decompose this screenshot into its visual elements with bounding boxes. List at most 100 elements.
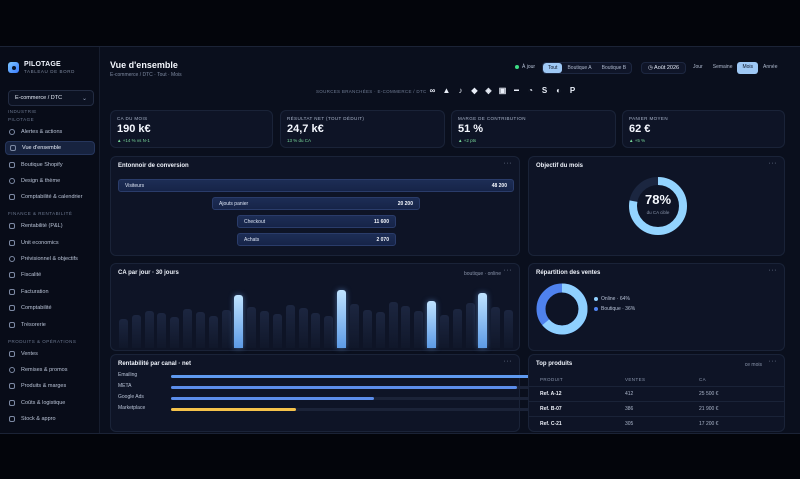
bar[interactable]	[157, 313, 166, 348]
bar[interactable]	[209, 316, 218, 348]
bar[interactable]	[401, 306, 410, 348]
table-cell[interactable]: Ref. A-12	[540, 391, 562, 397]
bar[interactable]	[350, 304, 359, 348]
table-cell: 386	[625, 406, 634, 412]
sidebar-item-tresorerie[interactable]: Trésorerie	[5, 318, 95, 332]
tag-icon	[9, 367, 15, 373]
sidebar-item-rentabilite[interactable]: Rentabilité (P&L)	[5, 219, 95, 233]
funnel-step[interactable]: Achats 2 070	[237, 233, 396, 246]
alma-icon[interactable]: S	[541, 86, 548, 95]
bar[interactable]	[196, 312, 205, 348]
more-icon[interactable]: ···	[503, 358, 512, 365]
sidebar-item-design[interactable]: Design & thème	[5, 174, 95, 188]
sidebar-item-comparatif[interactable]: Comptabilité & calendrier	[5, 190, 95, 204]
bar[interactable]	[478, 293, 487, 348]
sidebar-item-label: Remises & promos	[21, 367, 68, 373]
scope-tabs: Tout Boutique A Boutique B	[542, 62, 633, 74]
sidebar-item-alertes[interactable]: Alertes & actions	[5, 125, 95, 139]
goal-card: Objectif du mois ··· 78% du CA cible	[528, 156, 785, 256]
kpi-card-panier[interactable]: PANIER MOYEN 62 € ▲ +5 %	[622, 110, 785, 148]
sidebar-item-boutique-shopify[interactable]: Boutique Shopify	[5, 158, 95, 172]
more-icon[interactable]: ···	[768, 267, 777, 274]
tab-scope-boutique-a[interactable]: Boutique A	[567, 65, 592, 71]
bar[interactable]	[132, 315, 141, 348]
bar[interactable]	[376, 312, 385, 348]
funnel-step[interactable]: Checkout 11 600	[237, 215, 396, 228]
bar[interactable]	[337, 290, 346, 348]
gorgias-icon[interactable]: ▬	[514, 87, 519, 93]
more-icon[interactable]: ···	[768, 160, 777, 167]
sidebar-item-vue-ensemble[interactable]: Vue d'ensemble	[5, 141, 95, 155]
brand[interactable]: PILOTAGE TABLEAU DE BORD	[8, 61, 75, 74]
bar[interactable]	[414, 311, 423, 348]
sidebar-item-ventes[interactable]: Ventes	[5, 347, 95, 361]
sidebar-item-previsionnel[interactable]: Prévisionnel & objectifs	[5, 252, 95, 266]
sidebar-item-stock[interactable]: Stock & appro	[5, 412, 95, 426]
status-dot-icon	[515, 65, 519, 69]
more-icon[interactable]: ···	[768, 358, 777, 365]
bar[interactable]	[234, 295, 243, 348]
sidebar-item-fiscalite[interactable]: Fiscalité	[5, 268, 95, 282]
funnel-step-label: Achats	[244, 236, 260, 243]
paypal-icon[interactable]: ▣	[498, 86, 507, 95]
shopify-icon[interactable]: ◆	[471, 86, 478, 95]
tab-scope-tout[interactable]: Tout	[543, 63, 563, 73]
sidebar-item-remises[interactable]: Remises & promos	[5, 363, 95, 377]
tiktok-icon[interactable]: ♪	[458, 86, 463, 95]
funnel-step-value: 48 200	[491, 182, 507, 189]
google-ads-icon[interactable]: ▲	[442, 86, 451, 95]
tab-scope-boutique-b[interactable]: Boutique B	[601, 65, 627, 71]
bar[interactable]	[222, 310, 231, 348]
meta-icon[interactable]: ∞	[429, 86, 436, 95]
more-icon[interactable]: ···	[503, 267, 512, 274]
kpi-card-resultat[interactable]: RÉSULTAT NET (TOUT DÉDUIT) 24,7 k€ 13 % …	[280, 110, 445, 148]
swan-icon[interactable]: ◐	[556, 86, 561, 95]
funnel-step[interactable]: Ajouts panier 20 200	[212, 197, 420, 210]
kpi-card-marge[interactable]: MARGE DE CONTRIBUTION 51 % ▲ +2 pts	[451, 110, 616, 148]
bar[interactable]	[299, 308, 308, 348]
date-picker[interactable]: ◷ Août 2026	[641, 62, 687, 74]
more-icon[interactable]: ···	[503, 160, 512, 167]
bar[interactable]	[466, 303, 475, 348]
bar[interactable]	[311, 313, 320, 348]
bar[interactable]	[324, 316, 333, 348]
bar[interactable]	[273, 314, 282, 348]
tab-period-mois[interactable]: Mois	[737, 62, 759, 74]
table-cell[interactable]: Ref. B-07	[540, 406, 562, 412]
bar[interactable]	[363, 310, 372, 348]
stripe-icon[interactable]: ◈	[485, 86, 492, 95]
kpi-card-ca[interactable]: CA DU MOIS 190 k€ ▲ +14 % vs N-1	[110, 110, 273, 148]
bar[interactable]	[145, 311, 154, 348]
sidebar-item-label: Comptabilité	[21, 305, 52, 311]
tab-period-annee[interactable]: Année	[763, 64, 778, 70]
sidebar-item-unit-economics[interactable]: Unit economics	[5, 236, 95, 250]
bar[interactable]	[440, 315, 449, 348]
tab-period-semaine[interactable]: Semaine	[712, 64, 733, 70]
cart-icon	[9, 351, 15, 357]
tab-period-jour[interactable]: Jour	[693, 64, 703, 70]
bar[interactable]	[491, 307, 500, 348]
bar[interactable]	[389, 302, 398, 348]
sidebar-item-comptabilite[interactable]: Comptabilité	[5, 301, 95, 315]
sidebar-item-couts[interactable]: Coûts & logistique	[5, 396, 95, 410]
table-cell[interactable]: Ref. C-21	[540, 421, 562, 427]
bar[interactable]	[260, 311, 269, 348]
legend-boutique: Boutique · 36%	[594, 306, 635, 312]
industry-select[interactable]: E-commerce / DTC ⌄	[8, 90, 94, 106]
funnel-step[interactable]: Visiteurs 48 200	[118, 179, 514, 192]
bar[interactable]	[247, 307, 256, 348]
bar[interactable]	[453, 309, 462, 348]
bar[interactable]	[119, 319, 128, 348]
box-icon	[9, 383, 15, 389]
bar[interactable]	[183, 309, 192, 348]
sidebar-item-facturation[interactable]: Facturation	[5, 285, 95, 299]
bar[interactable]	[170, 317, 179, 348]
klaviyo-icon[interactable]: ◔	[528, 86, 533, 95]
sidebar-item-produits[interactable]: Produits & marges	[5, 379, 95, 393]
qonto-icon[interactable]: P	[569, 86, 576, 95]
bar[interactable]	[504, 310, 513, 348]
filter-label[interactable]: boutique · online	[464, 271, 501, 277]
bar[interactable]	[427, 301, 436, 348]
filter-label[interactable]: ce mois	[744, 362, 762, 368]
bar[interactable]	[286, 305, 295, 348]
